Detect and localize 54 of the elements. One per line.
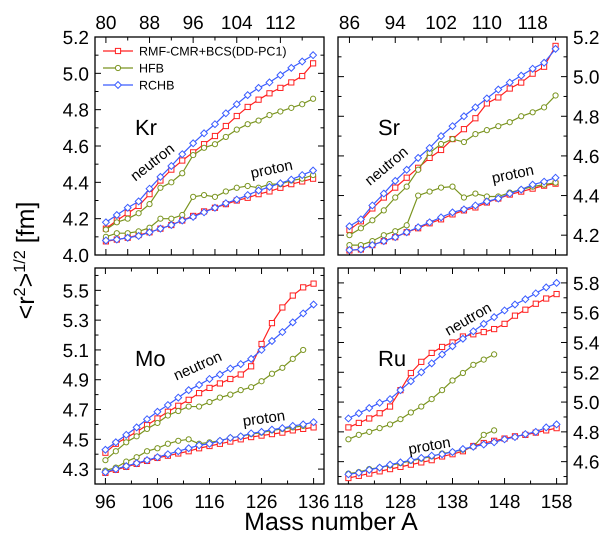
y2-tick-label: 5.4 — [573, 333, 600, 354]
y2-tick-label: 4.6 — [573, 452, 600, 474]
y2-tick-label: 5.2 — [573, 363, 600, 384]
y-tick-label: 5.5 — [62, 281, 89, 302]
y-tick-label: 4.9 — [62, 370, 89, 392]
annotation: proton — [490, 162, 536, 188]
text: Ru — [378, 346, 406, 371]
x-tick-label: 116 — [194, 492, 225, 513]
x2-tick-label: 118 — [518, 13, 548, 34]
y-tick-label: 4.8 — [62, 100, 89, 122]
y-tick-label: 4.3 — [62, 460, 89, 482]
x-tick-label: 158 — [540, 492, 572, 513]
y2-tick-label: 5.0 — [573, 68, 600, 89]
y2-tick-label: 4.6 — [573, 146, 600, 168]
x-tick-label: 138 — [436, 492, 468, 513]
x2-tick-label: 80 — [95, 13, 116, 34]
x2-tick-label: 110 — [472, 13, 502, 34]
x-tick-label: 96 — [94, 492, 116, 513]
legend-label: HFB — [139, 62, 164, 76]
text: Kr — [135, 115, 157, 140]
y-tick-label: 4.7 — [62, 400, 89, 422]
y2-tick-label: 5.6 — [573, 304, 600, 325]
x-tick-label: 148 — [488, 492, 520, 513]
y-tick-label: 4.6 — [62, 137, 89, 158]
y2-tick-label: 4.2 — [573, 226, 600, 248]
legend-label: RMF-CMR+BCS(DD-PC1) — [139, 44, 287, 58]
y2-tick-label: 4.8 — [573, 422, 600, 444]
annotation: proton — [249, 156, 294, 182]
x2-tick-label: 88 — [138, 13, 160, 34]
annotation: proton — [242, 407, 286, 430]
y-tick-label: 4.4 — [62, 173, 90, 194]
y-tick-label: 5.1 — [62, 340, 89, 362]
x2-tick-label: 112 — [265, 13, 296, 34]
y2-tick-label: 5.8 — [573, 274, 600, 295]
y-tick-label: 5.3 — [62, 311, 89, 332]
legend-label: RCHB — [139, 78, 174, 92]
x2-tick-label: 94 — [384, 13, 406, 34]
y-tick-label: 4.0 — [62, 246, 89, 267]
x2-tick-label: 86 — [338, 13, 360, 34]
y2-tick-label: 4.4 — [573, 186, 600, 208]
y2-tick-label: 5.2 — [573, 28, 600, 49]
y-tick-label: 4.2 — [62, 210, 89, 231]
x2-tick-label: 104 — [220, 13, 254, 34]
y2-tick-label: 4.8 — [573, 107, 600, 128]
text: Mo — [135, 346, 166, 371]
x2-tick-label: 96 — [182, 13, 204, 34]
annotation: proton — [407, 434, 452, 458]
y-tick-label: 4.5 — [62, 430, 89, 452]
y-tick-label: 5.0 — [62, 64, 89, 86]
text: Sr — [378, 115, 400, 140]
x2-tick-label: 102 — [425, 13, 457, 34]
y-tick-label: 5.2 — [62, 28, 89, 49]
y2-tick-label: 5.0 — [573, 393, 600, 414]
x-tick-label: 106 — [142, 492, 174, 513]
